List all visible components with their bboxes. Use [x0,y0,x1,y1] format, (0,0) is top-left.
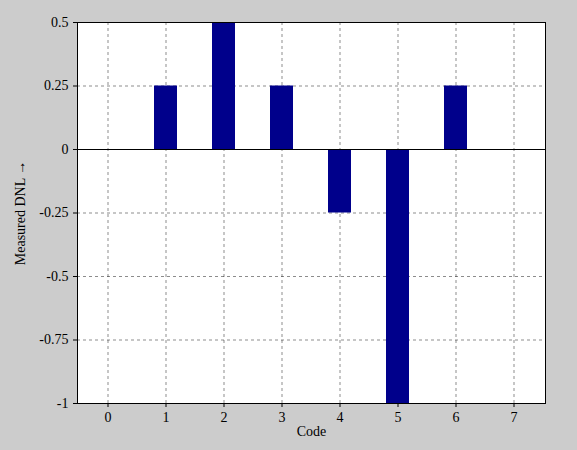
svg-text:-0.5: -0.5 [46,269,68,284]
svg-text:-0.25: -0.25 [39,205,68,220]
svg-text:-1: -1 [57,396,69,411]
svg-text:Code: Code [297,424,327,439]
svg-text:0: 0 [105,410,112,425]
svg-text:7: 7 [511,410,518,425]
svg-text:2: 2 [221,410,228,425]
svg-text:0: 0 [62,142,69,157]
svg-text:0.5: 0.5 [51,15,69,30]
svg-text:3: 3 [279,410,286,425]
svg-text:1: 1 [163,410,170,425]
svg-text:6: 6 [453,410,460,425]
svg-text:4: 4 [337,410,344,425]
svg-text:Measured DNL →: Measured DNL → [13,161,28,265]
svg-text:5: 5 [395,410,402,425]
svg-text:-0.75: -0.75 [39,332,68,347]
svg-text:0.25: 0.25 [44,78,69,93]
